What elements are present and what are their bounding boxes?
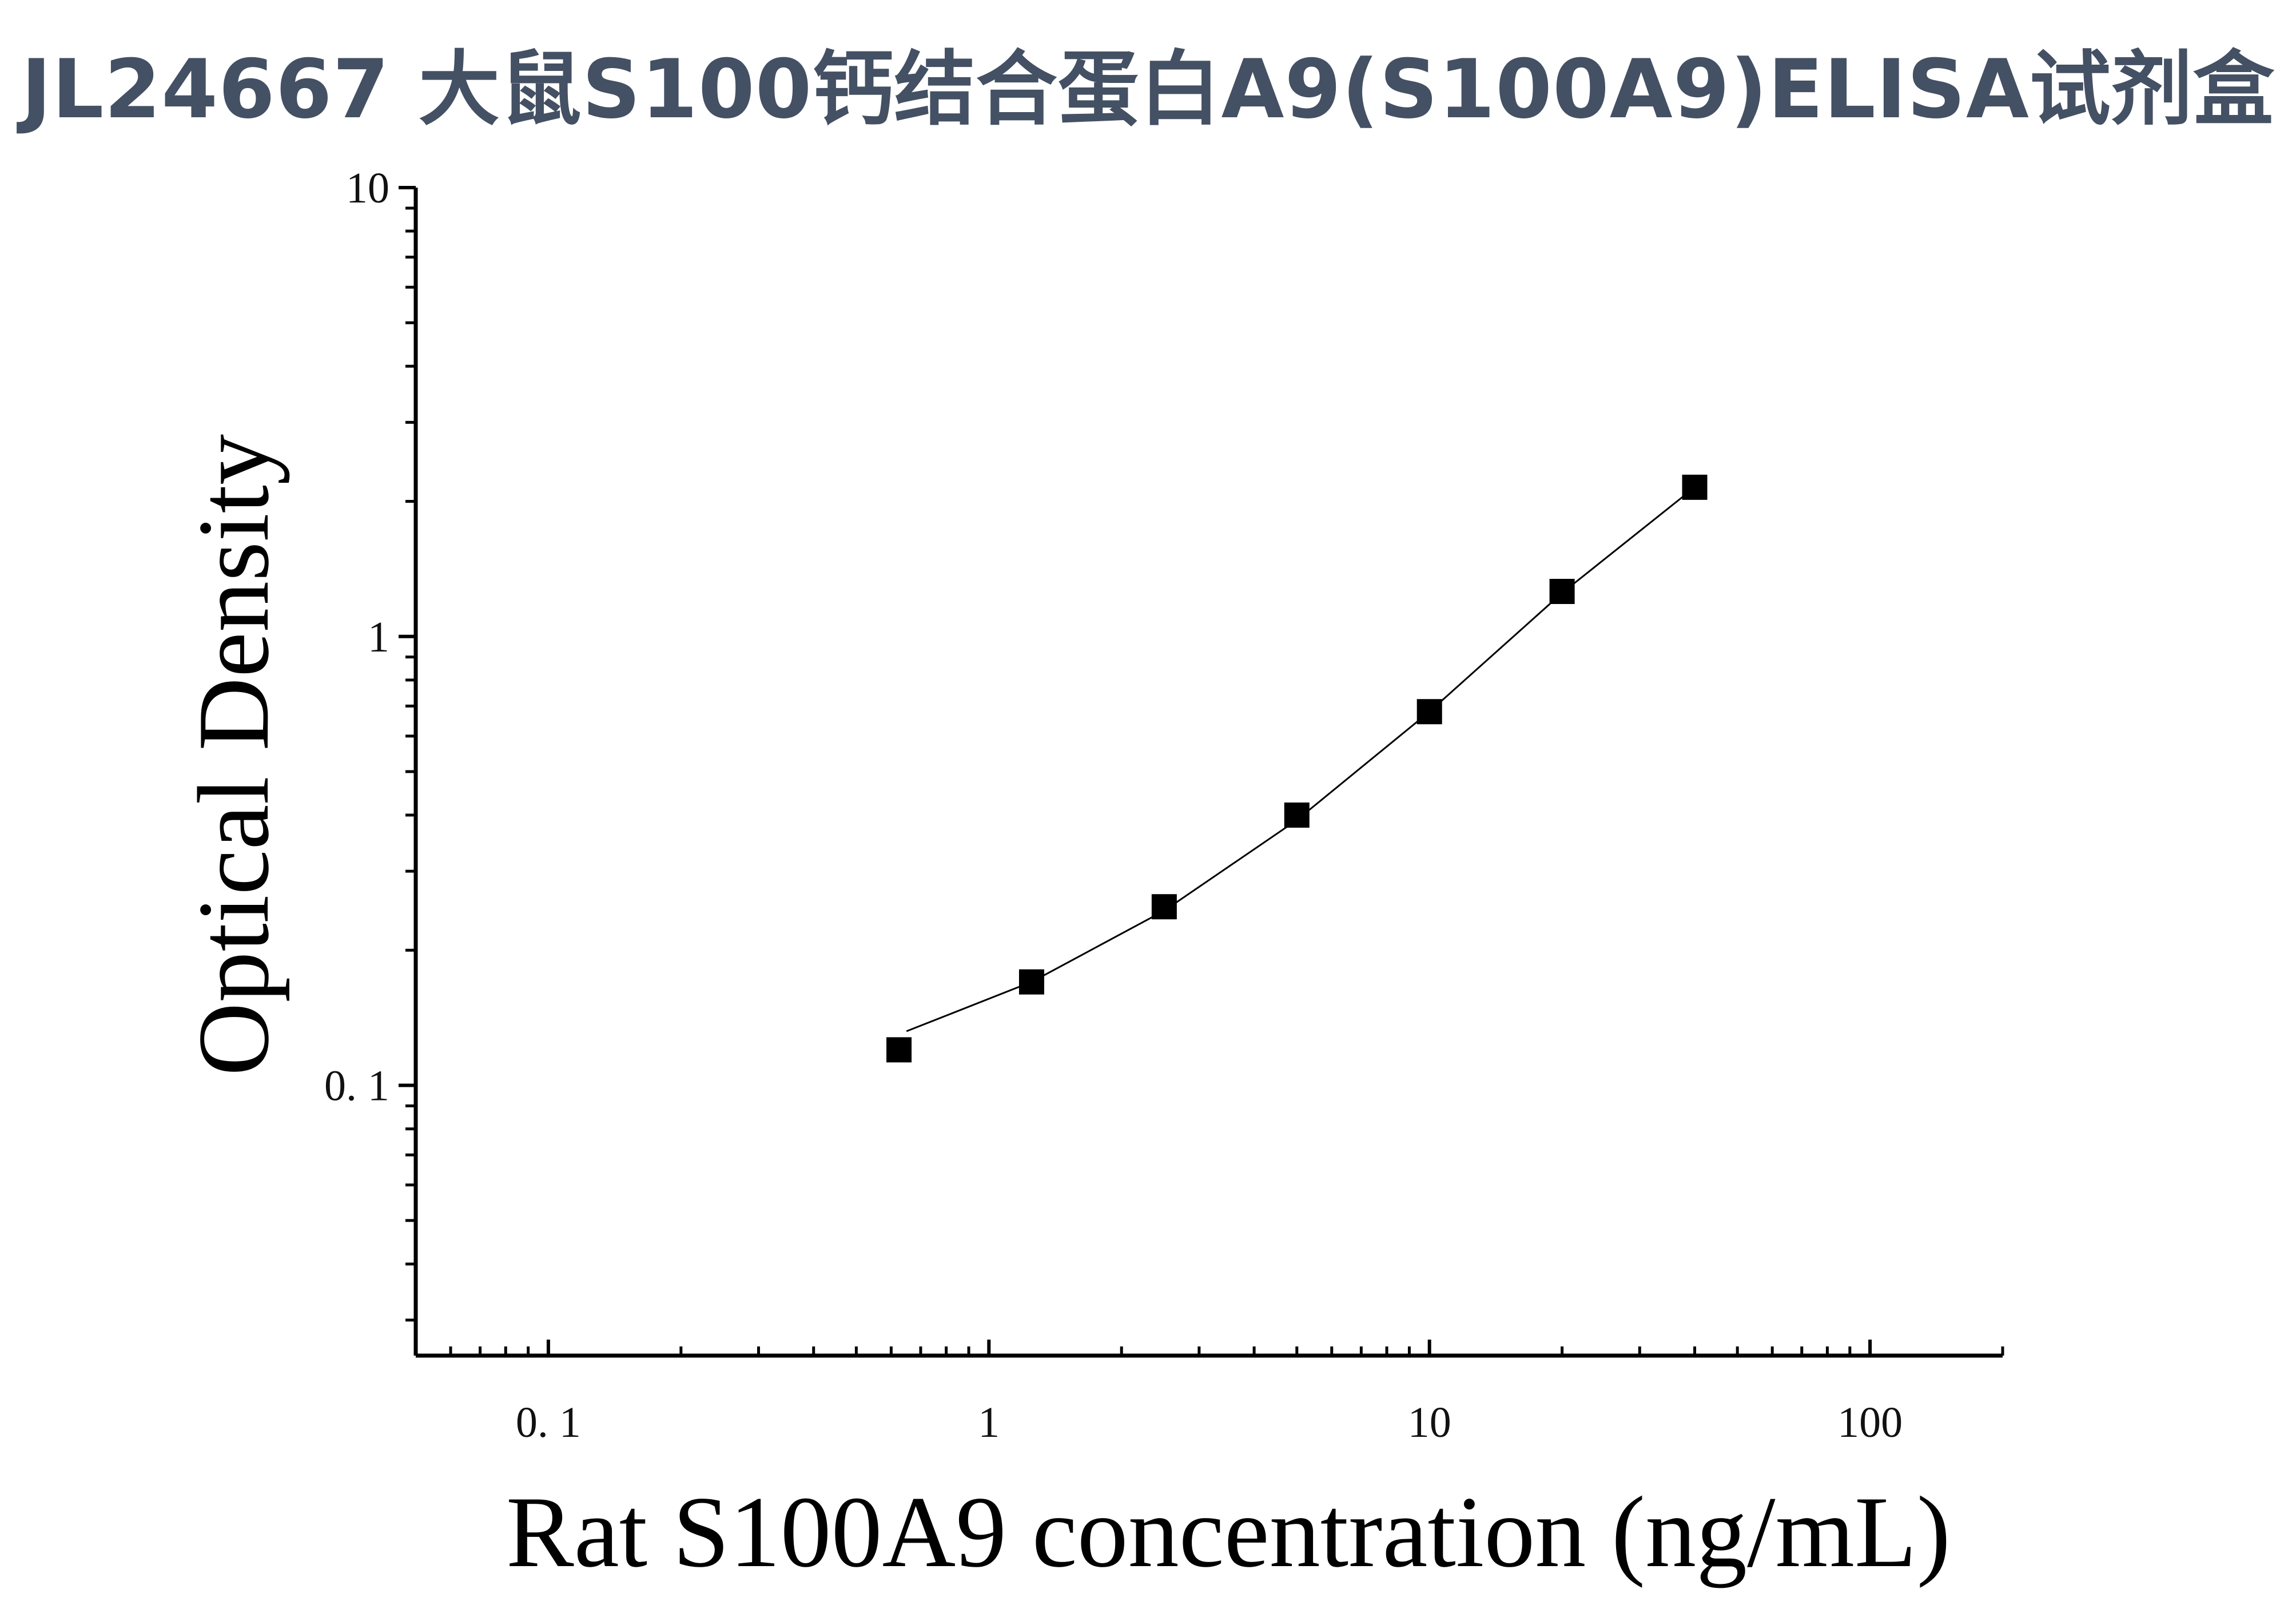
data-point	[1549, 578, 1575, 604]
x-tick-label: 1	[978, 1399, 1000, 1447]
data-point	[1284, 802, 1310, 828]
fit-curve-group	[906, 486, 1696, 1032]
x-axis-ticks: 0. 1 1 10 100	[414, 1340, 2004, 1447]
y-axis-ticks: 0. 1 1 10	[324, 164, 416, 1322]
data-point	[1018, 969, 1044, 995]
fit-curve-line	[906, 486, 1696, 1032]
x-axis-title: Rat S100A9 concentration (ng/mL)	[506, 1475, 1951, 1588]
x-tick-label: 0. 1	[516, 1399, 581, 1447]
y-tick-label: 1	[368, 613, 389, 661]
data-point	[886, 1037, 912, 1063]
data-point	[1682, 474, 1708, 500]
data-point	[1416, 699, 1442, 725]
chart-title: JL24667 大鼠S100钙结合蛋白A9(S100A9)ELISA试剂盒	[21, 42, 2275, 137]
y-axis-title: Optical Density	[177, 434, 290, 1076]
axes	[413, 188, 2003, 1358]
x-tick-label: 100	[1837, 1399, 1903, 1447]
data-points	[886, 474, 1708, 1063]
y-tick-label: 10	[346, 164, 389, 212]
data-point	[1151, 894, 1177, 920]
x-tick-label: 10	[1408, 1399, 1451, 1447]
y-tick-label: 0. 1	[324, 1062, 389, 1110]
